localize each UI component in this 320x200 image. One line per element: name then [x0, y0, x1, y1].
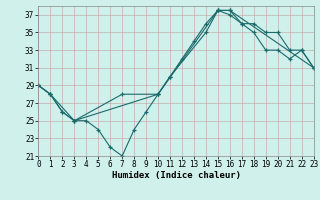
X-axis label: Humidex (Indice chaleur): Humidex (Indice chaleur)	[111, 171, 241, 180]
